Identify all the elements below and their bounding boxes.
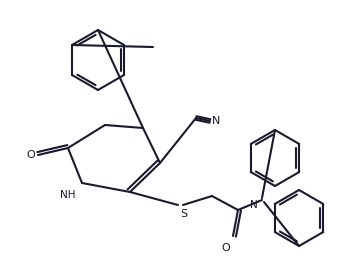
Text: S: S	[180, 209, 188, 219]
Text: NH: NH	[60, 190, 76, 200]
Text: N: N	[250, 200, 258, 210]
Text: N: N	[212, 116, 220, 126]
Text: O: O	[27, 150, 35, 160]
Text: O: O	[222, 243, 230, 253]
